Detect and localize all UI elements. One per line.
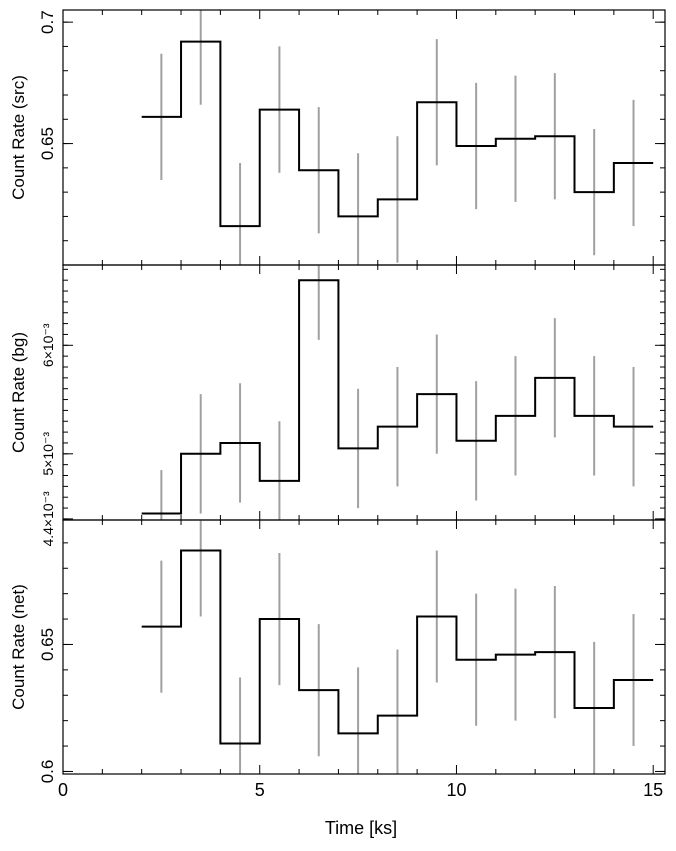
x-tick-label-2: 10 [446,780,466,800]
y-tick-label-net-0: 0.6 [38,760,57,784]
y-axis-label-net: Count Rate (net) [9,584,28,710]
panel-src-data [141,10,654,265]
y-tick-label-bg-0: 4.4×10⁻³ [40,491,56,547]
panel-net: 0.6 0.65 Count Rate (net) [9,519,666,784]
y-axis-label-bg: Count Rate (bg) [9,332,28,453]
panel-frame-net [62,519,666,775]
x-tick-label-1: 5 [255,780,265,800]
x-tick-label-0: 0 [58,780,68,800]
y-tick-label-net-1: 0.65 [38,628,57,661]
step-line-bg [141,279,654,515]
panel-net-data [141,520,654,774]
y-tick-label-src-0: 0.65 [38,127,57,160]
step-line-src [141,40,654,228]
y-axis-label-src: Count Rate (src) [9,75,28,200]
panel-bg-data [141,265,654,520]
y-tick-label-bg-2: 6×10⁻³ [40,323,56,367]
panel-src: 0.65 0.7 Count Rate (src) [9,9,666,266]
step-line-net [141,549,654,745]
y-tick-label-bg-1: 5×10⁻³ [40,432,56,476]
panel-bg: 4.4×10⁻³ 5×10⁻³ 6×10⁻³ Count Rate (bg) [9,264,666,547]
x-tick-label-3: 15 [643,780,663,800]
x-axis-label: Time [ks] [325,818,397,838]
y-tick-label-src-1: 0.7 [38,10,57,34]
